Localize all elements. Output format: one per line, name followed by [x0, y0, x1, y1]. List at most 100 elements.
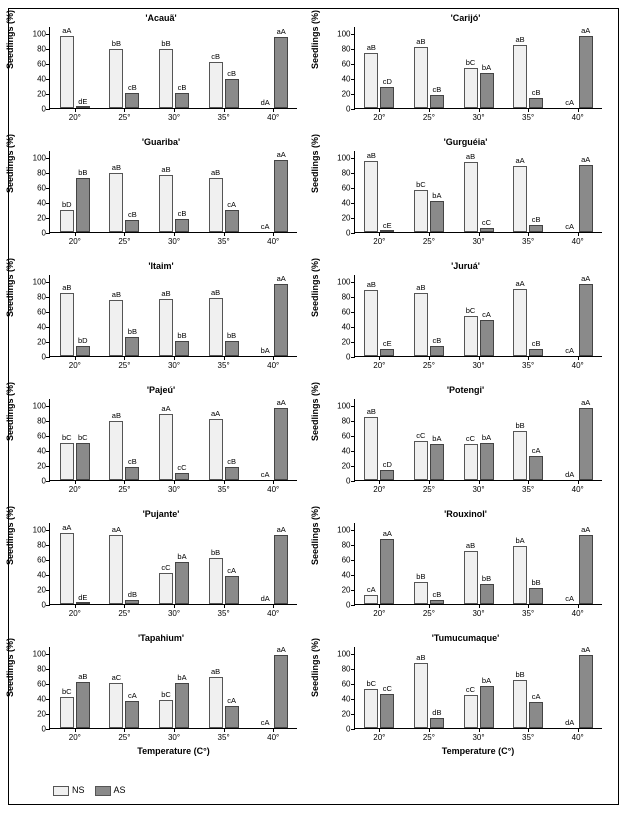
y-tick-label: 0	[26, 601, 46, 610]
bar-label-as: cA	[482, 310, 491, 319]
bar-as	[380, 539, 394, 604]
bar-as	[529, 456, 543, 480]
bar-label-as: bA	[432, 191, 441, 200]
x-tick	[479, 604, 480, 608]
bar-label-ns: cC	[466, 685, 475, 694]
bar-as	[125, 467, 139, 480]
y-tick	[46, 297, 50, 298]
y-tick-label: 40	[331, 571, 351, 580]
chart-panel: 'Acauã'Seedlings (%)02040608010020°aAdE2…	[13, 13, 309, 135]
y-axis-label: Seedlings (%)	[5, 506, 15, 565]
bar-label-as: aA	[277, 274, 286, 283]
bar-label-as: cB	[128, 457, 137, 466]
bar-ns	[513, 166, 527, 232]
y-tick-label: 60	[331, 308, 351, 317]
x-tick-label: 25°	[423, 485, 435, 494]
y-tick	[351, 684, 355, 685]
bar-label-as: aA	[581, 274, 590, 283]
x-tick-label: 25°	[423, 733, 435, 742]
y-tick	[46, 79, 50, 80]
plot-area: 02040608010020°bCcC25°aBdB30°cCbA35°bBcA…	[354, 647, 602, 729]
y-tick	[351, 233, 355, 234]
bar-ns	[364, 417, 378, 480]
bar-label-ns: bA	[261, 346, 270, 355]
x-tick	[224, 356, 225, 360]
y-tick	[46, 34, 50, 35]
bar-as	[480, 686, 494, 728]
x-tick	[479, 108, 480, 112]
y-tick-label: 100	[331, 30, 351, 39]
x-tick	[578, 356, 579, 360]
bar-label-as: cB	[433, 85, 442, 94]
bar-label-ns: dA	[565, 470, 574, 479]
bar-label-ns: cA	[565, 222, 574, 231]
x-tick-label: 35°	[218, 113, 230, 122]
bar-ns	[414, 293, 428, 356]
x-tick-label: 40°	[572, 113, 584, 122]
x-tick	[224, 728, 225, 732]
y-tick	[351, 466, 355, 467]
y-tick-label: 0	[26, 353, 46, 362]
bar-ns	[464, 551, 478, 604]
x-tick-label: 20°	[373, 609, 385, 618]
y-tick	[46, 421, 50, 422]
bar-as	[125, 701, 139, 728]
y-tick-label: 20	[331, 710, 351, 719]
bar-as	[225, 79, 239, 108]
bar-label-ns: aB	[211, 667, 220, 676]
y-tick	[351, 605, 355, 606]
x-tick	[224, 108, 225, 112]
y-tick-label: 60	[331, 432, 351, 441]
x-tick	[174, 232, 175, 236]
chart-panel: 'Carijó'Seedlings (%)02040608010020°aBcD…	[318, 13, 614, 135]
y-tick	[46, 203, 50, 204]
legend-label-as: AS	[114, 785, 126, 795]
y-tick	[351, 327, 355, 328]
bar-ns	[364, 161, 378, 232]
panel-title: 'Carijó'	[318, 13, 614, 23]
y-axis-label: Seedlings (%)	[5, 134, 15, 193]
bar-ns	[109, 49, 123, 108]
y-tick-label: 40	[26, 695, 46, 704]
plot-area: 02040608010020°aAdE25°aAdB30°cCbA35°bBcA…	[49, 523, 297, 605]
y-tick	[46, 94, 50, 95]
x-tick-label: 30°	[168, 733, 180, 742]
y-tick-label: 20	[26, 214, 46, 223]
x-tick-label: 20°	[373, 361, 385, 370]
bar-as	[76, 682, 90, 728]
bar-label-as: cB	[532, 339, 541, 348]
x-tick	[578, 604, 579, 608]
x-tick-label: 20°	[373, 485, 385, 494]
x-tick-label: 30°	[168, 609, 180, 618]
bar-as	[225, 576, 239, 604]
bar-ns	[364, 595, 378, 604]
bar-ns	[364, 689, 378, 729]
bar-label-ns: aC	[112, 673, 122, 682]
bar-label-ns: bD	[62, 200, 72, 209]
x-tick	[124, 604, 125, 608]
bar-ns	[60, 36, 74, 108]
bar-as	[225, 706, 239, 728]
plot-area: 02040608010020°cAaA25°bBcB30°aBbB35°bAbB…	[354, 523, 602, 605]
bar-as	[76, 106, 90, 108]
x-tick	[479, 232, 480, 236]
bar-as	[430, 718, 444, 728]
bar-label-ns: aB	[416, 653, 425, 662]
y-tick-label: 40	[26, 447, 46, 456]
y-tick	[351, 545, 355, 546]
y-tick-label: 80	[331, 541, 351, 550]
y-tick-label: 40	[331, 695, 351, 704]
y-tick	[46, 605, 50, 606]
bar-label-ns: bB	[211, 548, 220, 557]
y-tick	[351, 560, 355, 561]
y-tick	[46, 64, 50, 65]
y-tick-label: 100	[331, 526, 351, 535]
bar-label-as: aA	[277, 27, 286, 36]
x-tick	[578, 232, 579, 236]
bar-label-as: cC	[177, 463, 186, 472]
bar-as	[480, 73, 494, 108]
bar-label-as: cA	[532, 446, 541, 455]
plot-area: 02040608010020°bCbC25°aBcB30°aAcC35°aAcB…	[49, 399, 297, 481]
bar-label-ns: cA	[367, 585, 376, 594]
y-tick	[46, 669, 50, 670]
